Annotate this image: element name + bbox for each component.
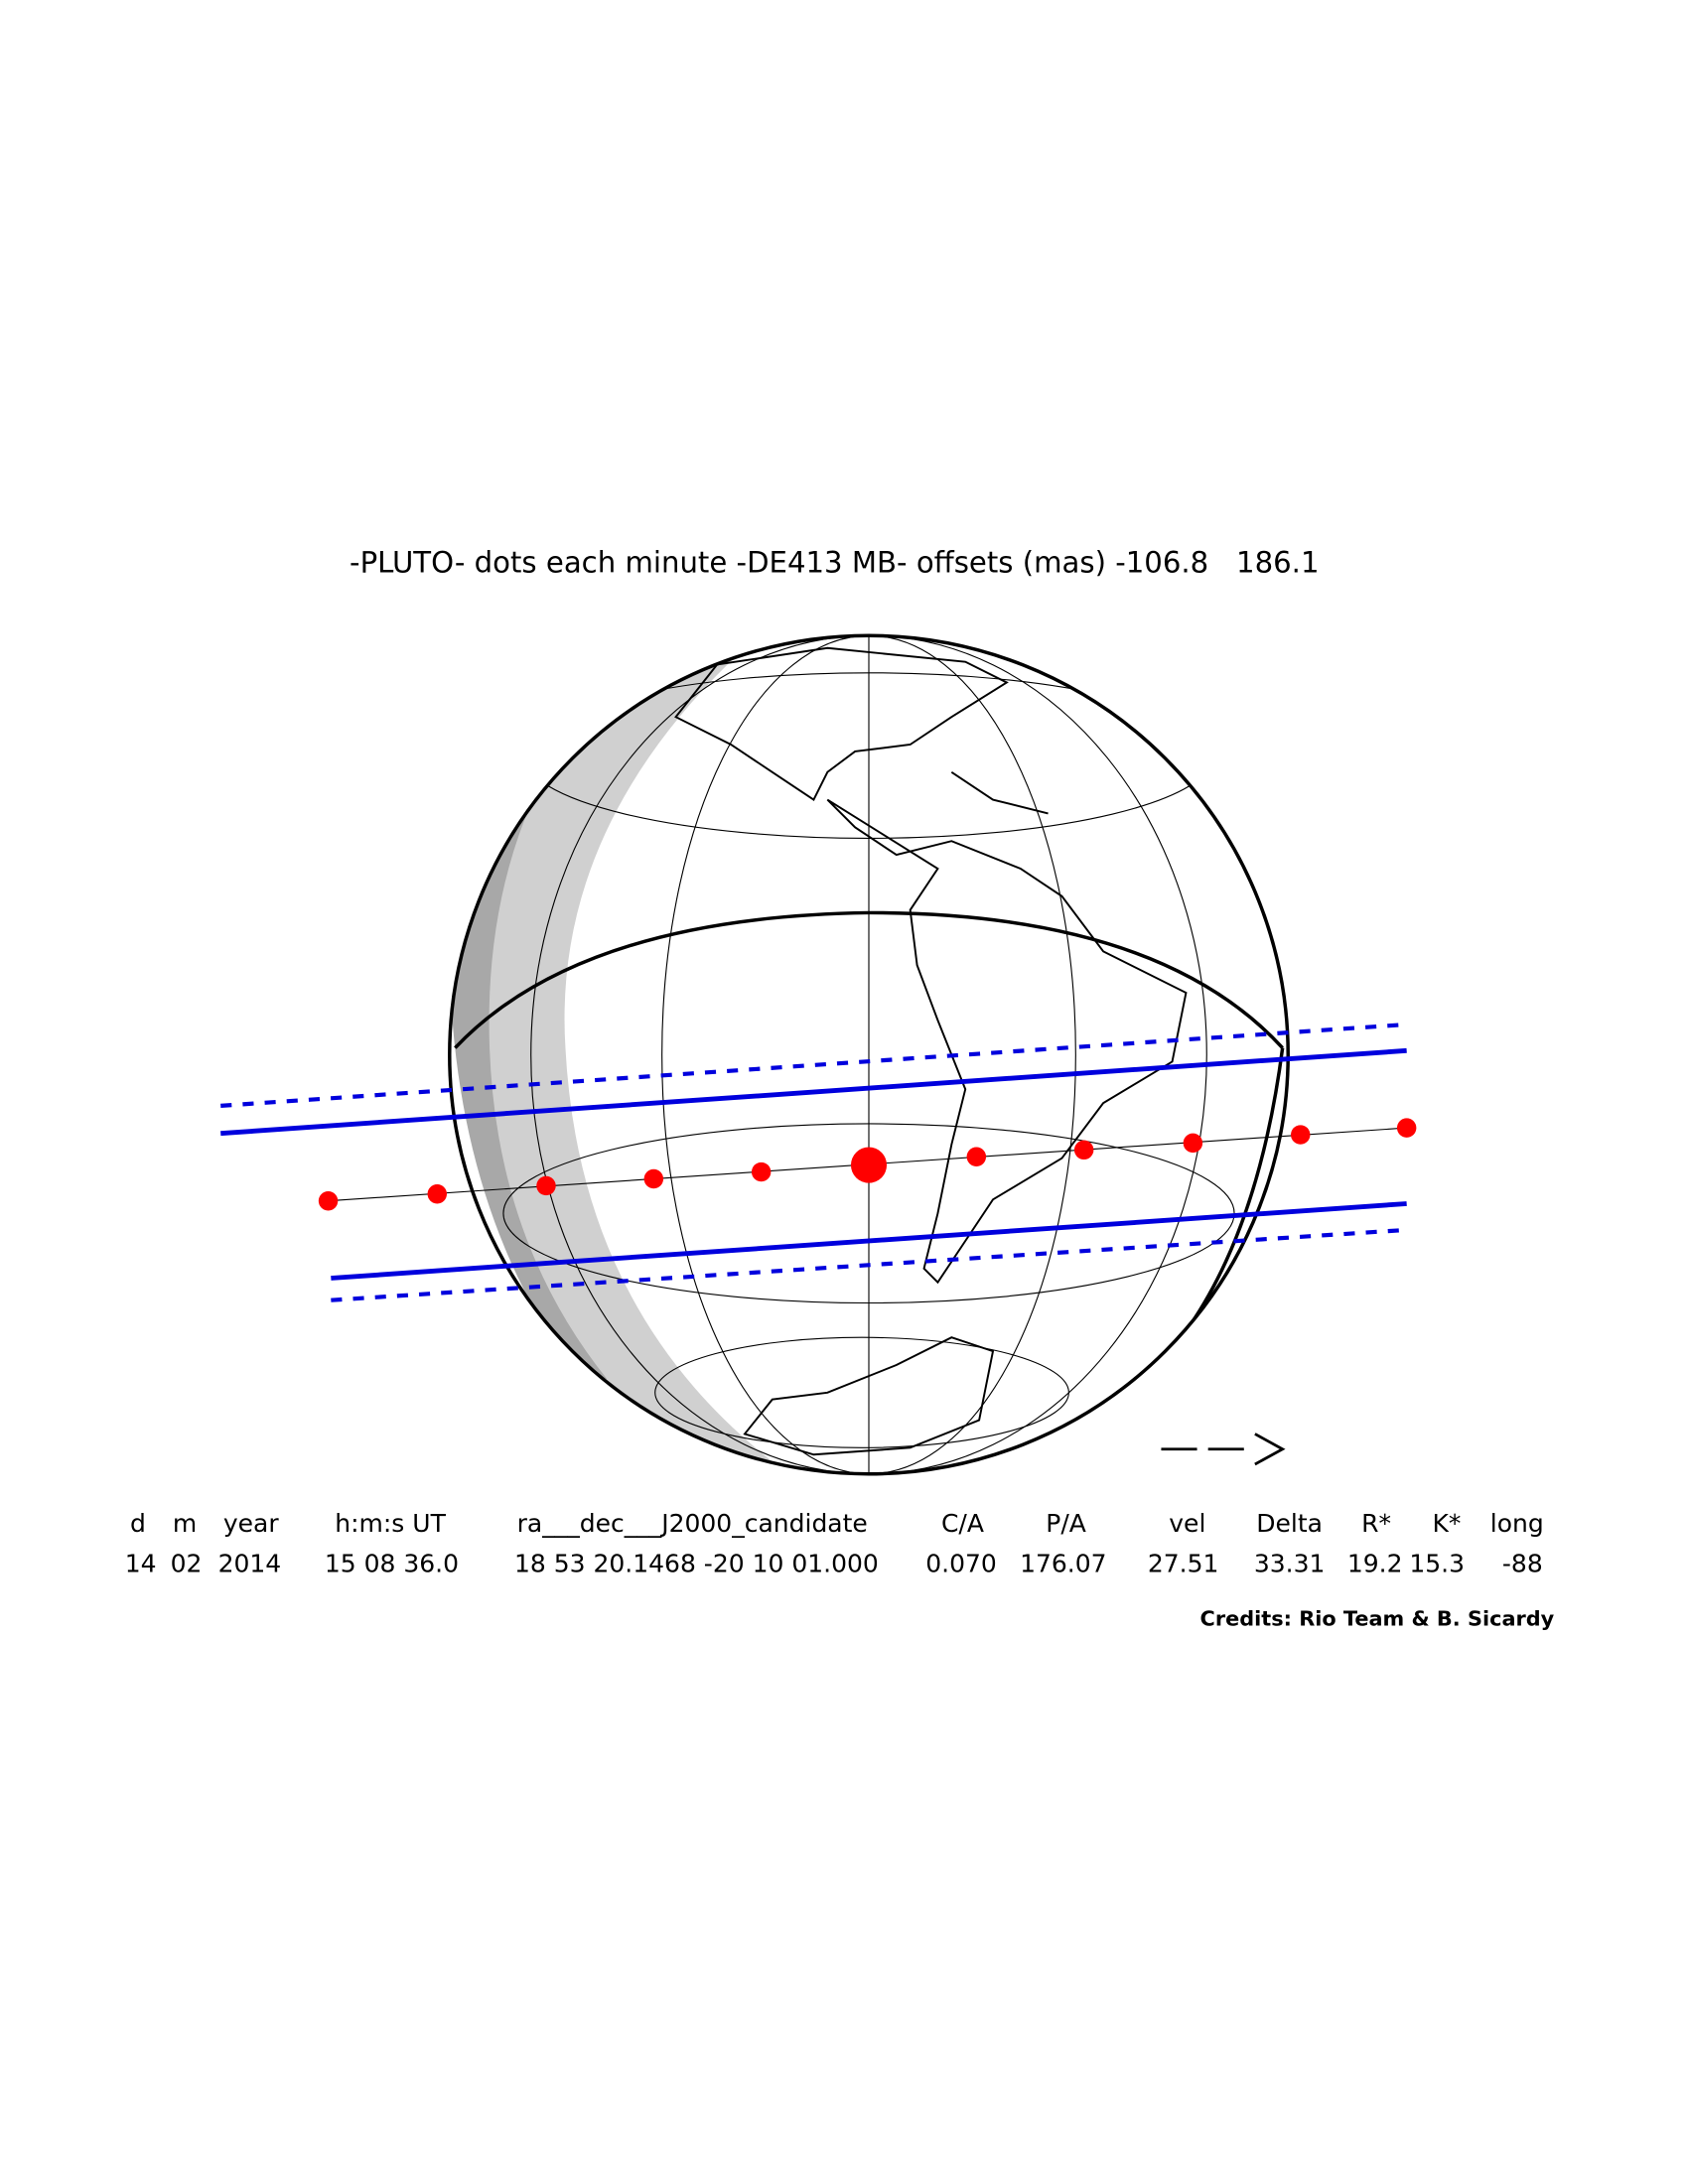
column-header: ra___dec___J2000_candidate	[517, 1509, 868, 1538]
cell-value: 0.070	[925, 1549, 997, 1577]
column-header: year	[223, 1509, 279, 1538]
cell-value: -88	[1502, 1549, 1543, 1577]
column-header: vel	[1169, 1509, 1205, 1538]
credits: Credits: Rio Team & B. Sicardy	[1200, 1606, 1555, 1630]
column-header: K*	[1432, 1509, 1461, 1538]
direction-arrow	[1161, 1433, 1286, 1466]
cell-value: 15.3	[1409, 1549, 1465, 1577]
cell-value: 19.2	[1347, 1549, 1403, 1577]
info-table: d m year h:m:s UT ra___dec___J2000_candi…	[125, 1509, 1544, 1577]
column-header: h:m:s UT	[335, 1509, 446, 1538]
cell-value: 27.51	[1148, 1549, 1219, 1577]
cell-value: 15 08 36.0	[325, 1549, 459, 1577]
cell-value: 18 53 20.1468 -20 10 01.000	[514, 1549, 879, 1577]
cell-value: 14	[125, 1549, 157, 1577]
column-header: long	[1490, 1509, 1544, 1538]
cell-value: 33.31	[1254, 1549, 1326, 1577]
cell-value: 02	[171, 1549, 203, 1577]
globe	[448, 633, 1290, 1476]
column-header: d	[130, 1509, 146, 1538]
map-title: -PLUTO- dots each minute -DE413 MB- offs…	[350, 545, 1319, 579]
cell-value: 2014	[218, 1549, 282, 1577]
cell-value: 176.07	[1020, 1549, 1106, 1577]
column-header: Delta	[1256, 1509, 1323, 1538]
column-header: m	[173, 1509, 197, 1538]
column-header: R*	[1361, 1509, 1391, 1538]
shadow-path	[220, 1022, 1417, 1302]
column-header: P/A	[1046, 1509, 1086, 1538]
column-header: C/A	[941, 1509, 984, 1538]
